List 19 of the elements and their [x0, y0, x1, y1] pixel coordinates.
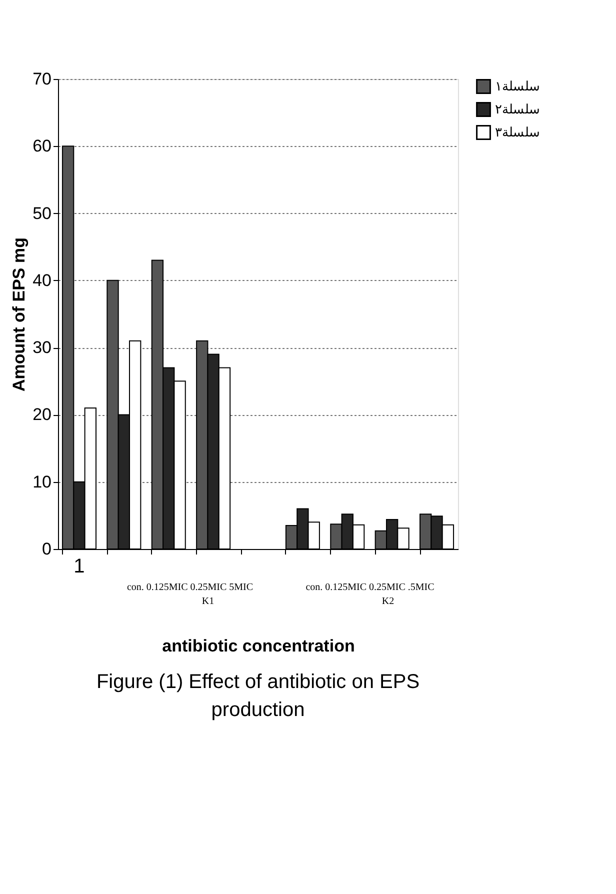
text: K2 — [382, 596, 394, 607]
x-tick-label: 1 — [74, 556, 85, 578]
y-tick-label: 60 — [32, 136, 52, 156]
y-axis-title: Amount of EPS mg — [10, 238, 29, 392]
text: Figure (1) Effect of antibiotic on EPS production — [96, 671, 420, 721]
legend-label: سلسلة٢ — [495, 102, 540, 116]
y-tick-label: 50 — [32, 204, 52, 223]
legend-label: سلسلة٣ — [495, 124, 540, 140]
x-axis-title: antibiotic concentration — [162, 636, 355, 656]
y-tick-label: 20 — [32, 405, 52, 424]
y-tick-label: 10 — [32, 472, 52, 492]
text: con. 0.125MIC 0.25MIC .5MIC — [306, 582, 435, 593]
y-tick-label: 70 — [32, 70, 52, 88]
y-tick-label: 0 — [42, 540, 52, 558]
text: K1 — [202, 596, 214, 607]
text: con. 0.125MIC 0.25MIC 5MIC — [126, 582, 254, 593]
y-tick-label: 40 — [32, 270, 52, 290]
y-tick-label: 30 — [32, 338, 52, 358]
legend-label: سلسلة١ — [495, 78, 540, 94]
